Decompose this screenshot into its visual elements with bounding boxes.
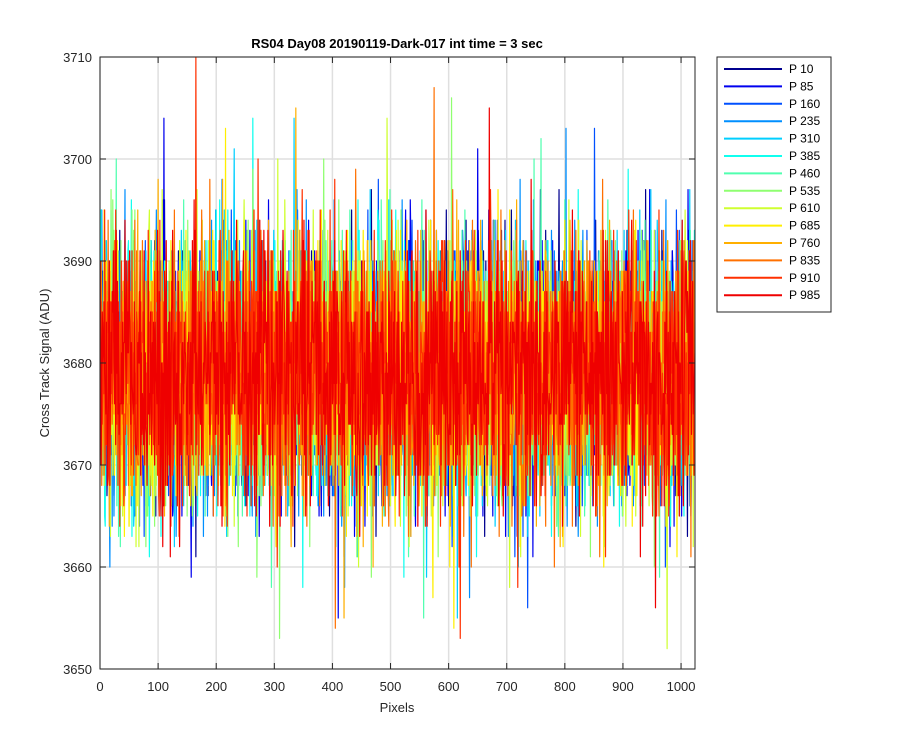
series-lines — [100, 57, 695, 650]
x-tick-label: 200 — [205, 679, 227, 694]
legend-label: P 385 — [789, 149, 820, 163]
legend-label: P 685 — [789, 219, 820, 233]
x-tick-label: 300 — [263, 679, 285, 694]
y-tick-label: 3660 — [63, 560, 92, 575]
x-tick-label: 800 — [554, 679, 576, 694]
legend-label: P 610 — [789, 201, 820, 215]
legend: P 10 P 85 P 160 P 235 P 310 P 385 P 460 P 535 P … — [716, 56, 832, 313]
legend-label: P 160 — [789, 97, 820, 111]
y-tick-label: 3680 — [63, 356, 92, 371]
legend-label: P 235 — [789, 114, 820, 128]
tick-labels: 0 100 200 300 400 500 600 700 800 900 1000 3650 3660… — [63, 50, 695, 694]
legend-label: P 535 — [789, 184, 820, 198]
legend-label: P 460 — [789, 166, 820, 180]
x-tick-label: 1000 — [667, 679, 696, 694]
legend-label: P 985 — [789, 288, 820, 302]
x-tick-label: 0 — [96, 679, 103, 694]
legend-label: P 835 — [789, 253, 820, 267]
x-tick-label: 400 — [322, 679, 344, 694]
x-axis-label: Pixels — [380, 700, 415, 715]
legend-label: P 85 — [789, 79, 814, 93]
y-tick-label: 3690 — [63, 254, 92, 269]
chart-title: RS04 Day08 20190119-Dark-017 int time = … — [251, 36, 543, 51]
y-tick-label: 3670 — [63, 458, 92, 473]
y-tick-label: 3710 — [63, 50, 92, 65]
legend-label: P 760 — [789, 236, 820, 250]
x-tick-label: 500 — [380, 679, 402, 694]
legend-label: P 10 — [789, 62, 814, 76]
y-tick-label: 3700 — [63, 152, 92, 167]
series-line-p-985 — [100, 107, 695, 609]
axis-ticks — [99, 56, 695, 670]
y-tick-label: 3650 — [63, 662, 92, 677]
legend-box — [716, 56, 832, 313]
x-tick-label: 700 — [496, 679, 518, 694]
legend-label: P 310 — [789, 132, 820, 146]
x-tick-label: 900 — [612, 679, 634, 694]
x-tick-label: 600 — [438, 679, 460, 694]
legend-label: P 910 — [789, 271, 820, 285]
y-axis-label: Cross Track Signal (ADU) — [37, 289, 52, 438]
x-tick-label: 100 — [147, 679, 169, 694]
